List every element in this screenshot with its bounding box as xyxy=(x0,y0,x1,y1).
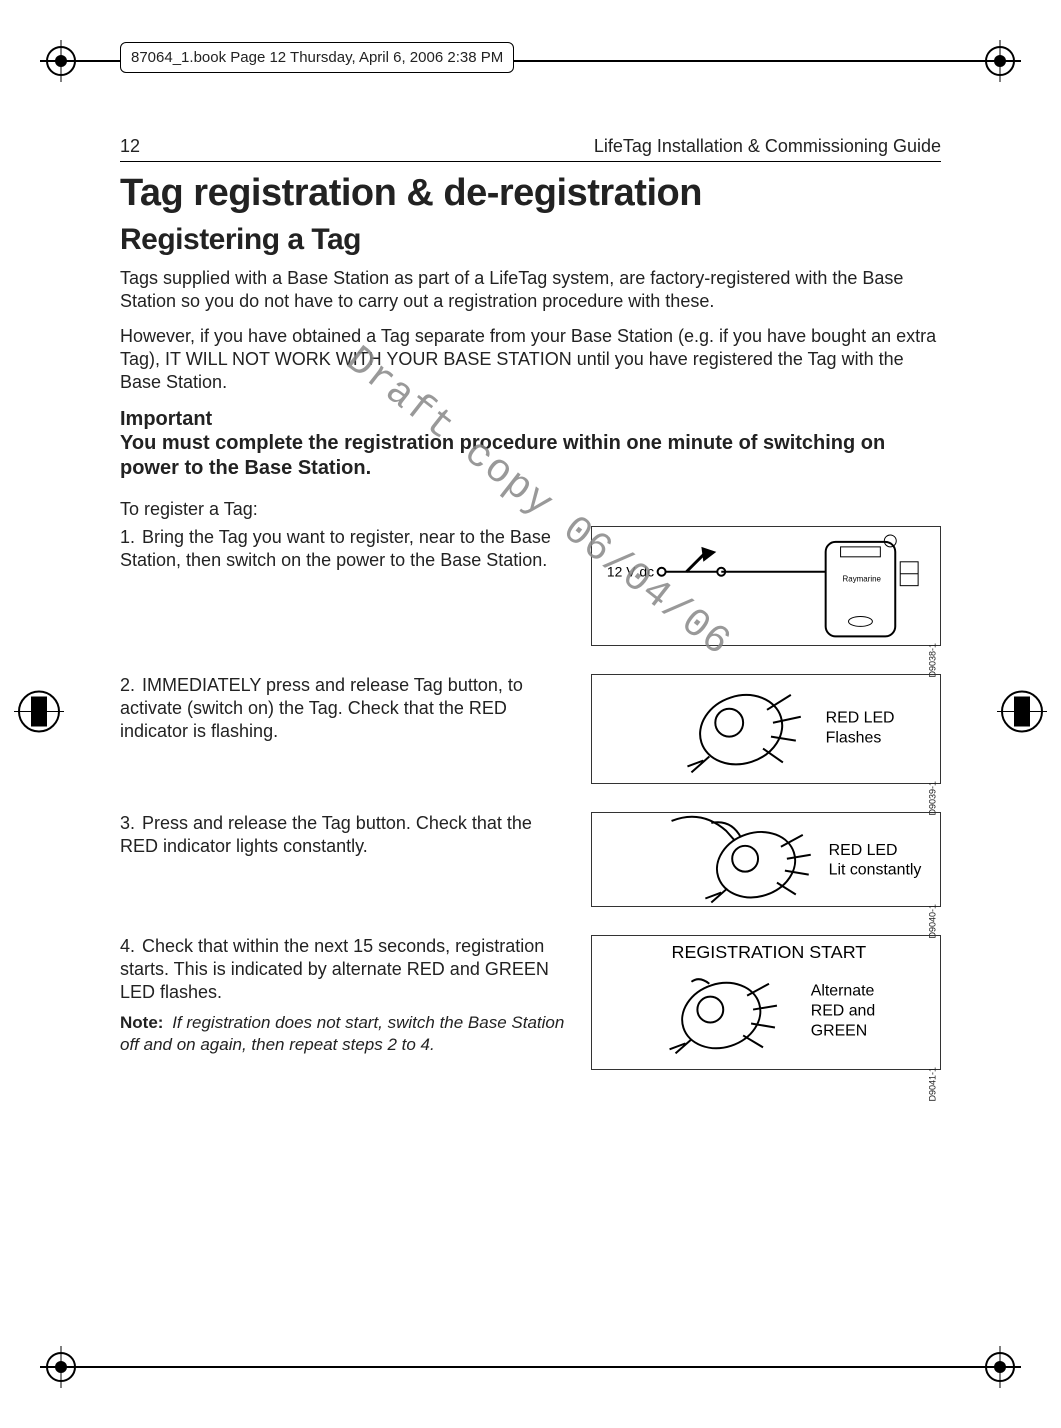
step-3-row: 3.Press and release the Tag button. Chec… xyxy=(120,812,941,907)
para-1: Tags supplied with a Base Station as par… xyxy=(120,267,941,313)
heading-2: Registering a Tag xyxy=(120,223,941,257)
fig4-label-b: RED and xyxy=(811,1003,875,1020)
figure-2: RED LED Flashes D9039-1 xyxy=(591,674,941,784)
fig1-code: D9038-1 xyxy=(928,643,938,678)
fig4-label-c: GREEN xyxy=(811,1023,868,1040)
fig3-label-a: RED LED xyxy=(829,842,898,859)
important-text: You must complete the registration proce… xyxy=(120,431,941,481)
steps-intro: To register a Tag: xyxy=(120,499,941,520)
page-number: 12 xyxy=(120,136,140,157)
fig4-title: REGISTRATION START xyxy=(672,942,867,962)
step-1-text: 1.Bring the Tag you want to register, ne… xyxy=(120,526,573,572)
note-label: Note: xyxy=(120,1013,163,1032)
fig4-label-a: Alternate xyxy=(811,983,875,1000)
crop-mark-left xyxy=(14,687,64,742)
step-1-body: Bring the Tag you want to register, near… xyxy=(120,527,551,570)
fig2-label-a: RED LED xyxy=(826,710,895,727)
step-1-num: 1. xyxy=(120,526,142,549)
step-2-text: 2.IMMEDIATELY press and release Tag butt… xyxy=(120,674,573,743)
fig1-12v-label: 12 V dc xyxy=(607,564,654,580)
step-4-num: 4. xyxy=(120,935,142,958)
fig3-label-b: Lit constantly xyxy=(829,862,922,879)
figure-1: 12 V dc Raymarine xyxy=(591,526,941,646)
fig4-code: D9041-1 xyxy=(928,1067,938,1102)
step-1-row: 1.Bring the Tag you want to register, ne… xyxy=(120,526,941,646)
crop-header: 87064_1.book Page 12 Thursday, April 6, … xyxy=(120,42,514,73)
step-2-body: IMMEDIATELY press and release Tag button… xyxy=(120,675,523,741)
fig3-code: D9040-1 xyxy=(928,904,938,939)
step-3-text: 3.Press and release the Tag button. Chec… xyxy=(120,812,573,858)
step-3-body: Press and release the Tag button. Check … xyxy=(120,813,532,856)
figure-4: REGISTRATION START Alternate RED and GRE… xyxy=(591,935,941,1070)
fig2-code: D9039-1 xyxy=(928,781,938,816)
step-4-body: Check that within the next 15 seconds, r… xyxy=(120,936,549,1002)
step-4-text: 4.Check that within the next 15 seconds,… xyxy=(120,935,573,1056)
step-2-row: 2.IMMEDIATELY press and release Tag butt… xyxy=(120,674,941,784)
fig2-label-b: Flashes xyxy=(826,730,882,747)
note: Note: If registration does not start, sw… xyxy=(120,1012,573,1056)
heading-1: Tag registration & de-registration xyxy=(120,172,941,215)
crop-bar-bottom xyxy=(40,1366,1021,1368)
important-label: Important xyxy=(120,408,941,431)
note-text: If registration does not start, switch t… xyxy=(120,1013,564,1054)
step-4-row: 4.Check that within the next 15 seconds,… xyxy=(120,935,941,1070)
figure-3: RED LED Lit constantly D9040-1 xyxy=(591,812,941,907)
crop-mark-right xyxy=(997,687,1047,742)
step-2-num: 2. xyxy=(120,674,142,697)
para-2: However, if you have obtained a Tag sepa… xyxy=(120,325,941,394)
step-3-num: 3. xyxy=(120,812,142,835)
fig1-brand: Raymarine xyxy=(843,575,882,584)
page-content: 12 LifeTag Installation & Commissioning … xyxy=(120,136,941,1098)
running-head: 12 LifeTag Installation & Commissioning … xyxy=(120,136,941,162)
doc-title: LifeTag Installation & Commissioning Gui… xyxy=(594,136,941,157)
